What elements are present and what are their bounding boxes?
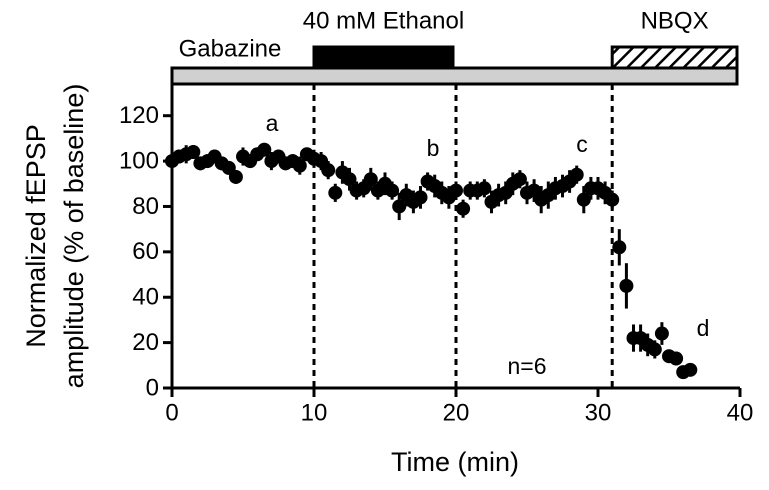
data-point <box>449 183 463 198</box>
data-point <box>321 163 336 178</box>
data-point <box>647 342 662 357</box>
treatment-label: NBQX <box>641 7 709 34</box>
x-tick-label: 10 <box>301 399 328 426</box>
data-point <box>654 326 669 341</box>
data-point <box>342 172 357 187</box>
annotation: a <box>266 110 279 136</box>
data-point <box>363 172 378 187</box>
data-point <box>669 351 684 366</box>
y-tick-label: 100 <box>119 147 159 174</box>
data-point <box>576 192 591 207</box>
y-tick-label: 120 <box>119 102 159 129</box>
y-tick-label: 0 <box>146 374 159 401</box>
x-tick-label: 0 <box>165 399 178 426</box>
x-axis-title: Time (min) <box>391 447 519 477</box>
treatment-bar <box>610 45 739 70</box>
data-point <box>569 167 584 182</box>
treatment-label: Gabazine <box>179 35 282 62</box>
data-point <box>683 362 698 377</box>
x-tick-label: 40 <box>727 399 754 426</box>
data-point <box>186 145 201 159</box>
data-point <box>257 142 272 157</box>
y-tick-label: 60 <box>132 238 159 265</box>
y-tick-label: 40 <box>132 284 159 311</box>
annotation: n=6 <box>507 353 546 379</box>
data-point <box>477 181 492 196</box>
treatment-label: 40 mM Ethanol <box>303 7 464 34</box>
data-point <box>512 172 527 187</box>
annotation: b <box>427 135 440 161</box>
data-point <box>413 190 428 205</box>
annotation: c <box>576 131 588 157</box>
y-axis-title: amplitude (% of baseline) <box>59 84 89 389</box>
data-point <box>228 169 243 184</box>
data-point <box>456 201 471 216</box>
data-point <box>292 158 307 173</box>
data-point <box>612 240 627 255</box>
data-point <box>328 185 343 200</box>
annotation: d <box>697 315 710 341</box>
y-tick-label: 20 <box>132 329 159 356</box>
x-tick-label: 30 <box>585 399 612 426</box>
treatment-bar <box>170 66 739 86</box>
data-point <box>392 199 407 214</box>
data-point <box>385 183 400 198</box>
x-tick-label: 20 <box>443 399 470 426</box>
treatment-bar <box>312 45 455 70</box>
y-tick-label: 80 <box>132 193 159 220</box>
y-axis-title: Normalized fEPSP <box>21 124 51 348</box>
data-point <box>605 192 620 207</box>
data-point <box>619 278 634 293</box>
